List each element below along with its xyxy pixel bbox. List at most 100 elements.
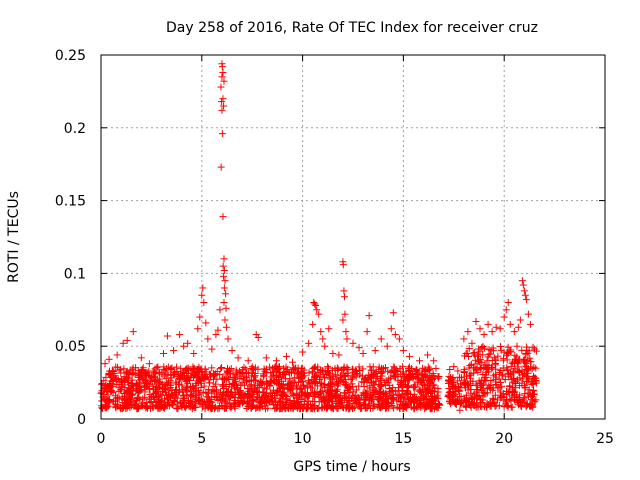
data-point [360,383,368,391]
data-point [355,363,363,371]
data-point [339,370,347,378]
data-point [413,403,421,411]
data-point [232,380,240,388]
data-point [153,392,161,400]
data-point [324,363,332,371]
data-point [180,392,188,400]
data-point [277,371,285,379]
data-point [176,331,184,339]
data-point [513,342,521,350]
data-point [199,400,207,408]
data-point [273,388,281,396]
data-point [492,323,500,331]
data-point [190,349,198,357]
data-point [105,382,113,390]
data-point [343,369,351,377]
data-point [220,284,228,292]
data-point [192,404,200,412]
y-axis-label: ROTI / TECUs [6,191,22,283]
data-point [105,355,113,363]
data-point [435,373,443,381]
data-point [488,328,496,336]
data-point [233,368,241,376]
data-point [110,371,118,379]
data-point [335,351,343,359]
data-point [135,388,143,396]
data-point [346,405,354,413]
data-point [277,398,285,406]
data-point [320,380,328,388]
data-point [368,395,376,403]
data-point [399,347,407,355]
data-point [424,351,432,359]
data-point [317,328,325,336]
data-point [341,293,349,301]
data-point [236,374,244,382]
data-point [460,335,468,343]
data-point [532,364,540,372]
data-point [359,349,367,357]
data-point [227,389,235,397]
data-point [330,372,338,380]
data-point [104,397,112,405]
data-point [170,369,178,377]
data-point [226,394,234,402]
data-point [272,357,280,365]
data-point [218,130,226,138]
data-point [497,342,505,350]
data-point [212,394,220,402]
data-point [402,389,410,397]
y-tick-label: 0.2 [64,121,86,137]
data-point [217,365,225,373]
data-point [399,386,407,394]
data-point [469,349,477,357]
data-point [407,399,415,407]
data-point [522,296,530,304]
data-point [244,357,252,365]
data-point [219,374,227,382]
data-point [320,374,328,382]
data-point [194,365,202,373]
data-point [107,387,115,395]
data-point [180,402,188,410]
data-point [295,391,303,399]
data-point [381,397,389,405]
data-point [521,291,529,299]
data-point [227,365,235,373]
data-point [464,328,472,336]
data-point [199,284,207,292]
data-point [360,401,368,409]
data-point [315,393,323,401]
data-point [279,384,287,392]
data-point [520,287,528,295]
data-point [289,385,297,393]
x-tick-label: 20 [495,431,513,447]
chart-title: Day 258 of 2016, Rate Of TEC Index for r… [166,20,538,36]
data-point [160,365,168,373]
data-point [500,313,508,321]
data-point [217,163,225,171]
data-point [300,369,308,377]
data-point [157,401,165,409]
data-point [405,352,413,360]
data-point [163,365,171,373]
data-point [170,347,178,355]
data-point [344,401,352,409]
data-point [250,398,258,406]
data-point [122,369,130,377]
data-point [504,299,512,307]
data-point [506,320,514,328]
data-point [496,325,504,333]
data-point [262,354,270,362]
data-point [123,373,131,381]
data-point [283,366,291,374]
data-point [175,387,183,395]
data-point [226,402,234,410]
data-point [365,312,373,320]
data-point [516,316,524,324]
data-point [129,328,137,336]
data-point [430,357,438,365]
data-point [337,399,345,407]
data-point [309,320,317,328]
data-point [510,328,518,336]
